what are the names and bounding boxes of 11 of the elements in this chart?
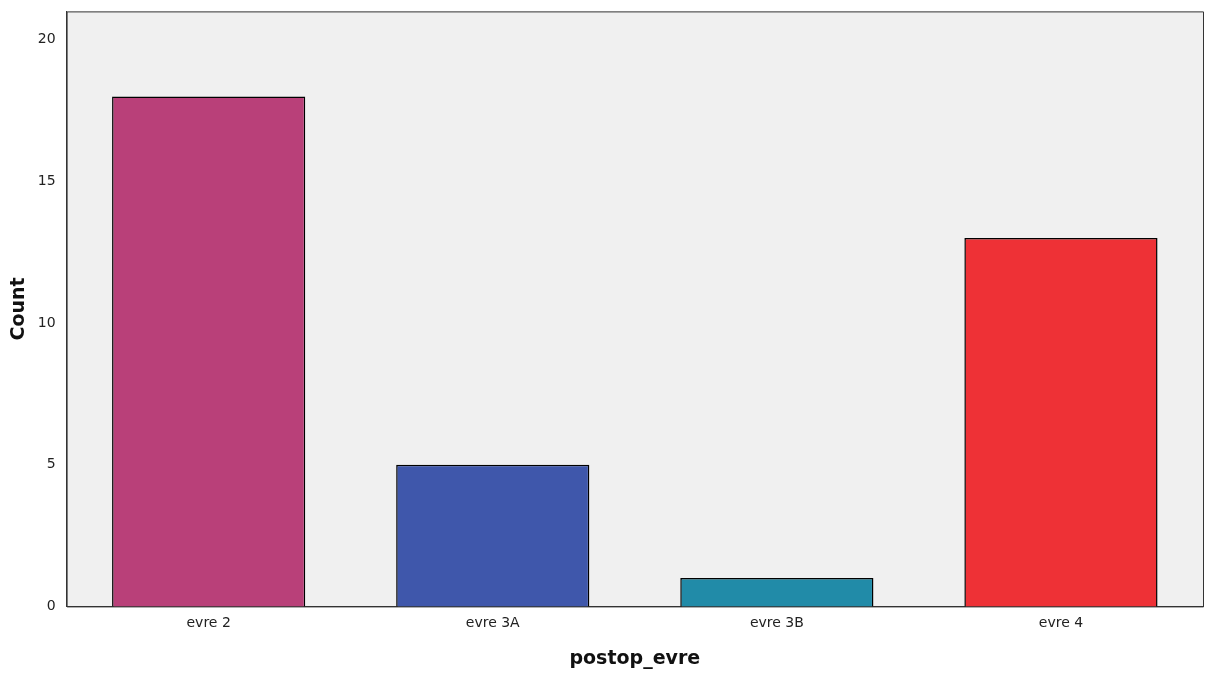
x-tick-label: evre 3B [749,614,804,631]
x-axis-title: postop_evre [569,645,701,669]
x-tick-label: evre 2 [186,614,231,631]
y-tick-label: 15 [37,172,56,189]
y-tick-label: 0 [46,597,56,614]
x-tick-label: evre 4 [1038,614,1084,631]
y-tick-label: 20 [37,30,56,47]
y-axis-title: Count [6,277,29,341]
x-tick-label: evre 3A [465,614,521,631]
y-tick-label: 10 [37,313,56,330]
y-tick-label: 5 [46,455,56,472]
